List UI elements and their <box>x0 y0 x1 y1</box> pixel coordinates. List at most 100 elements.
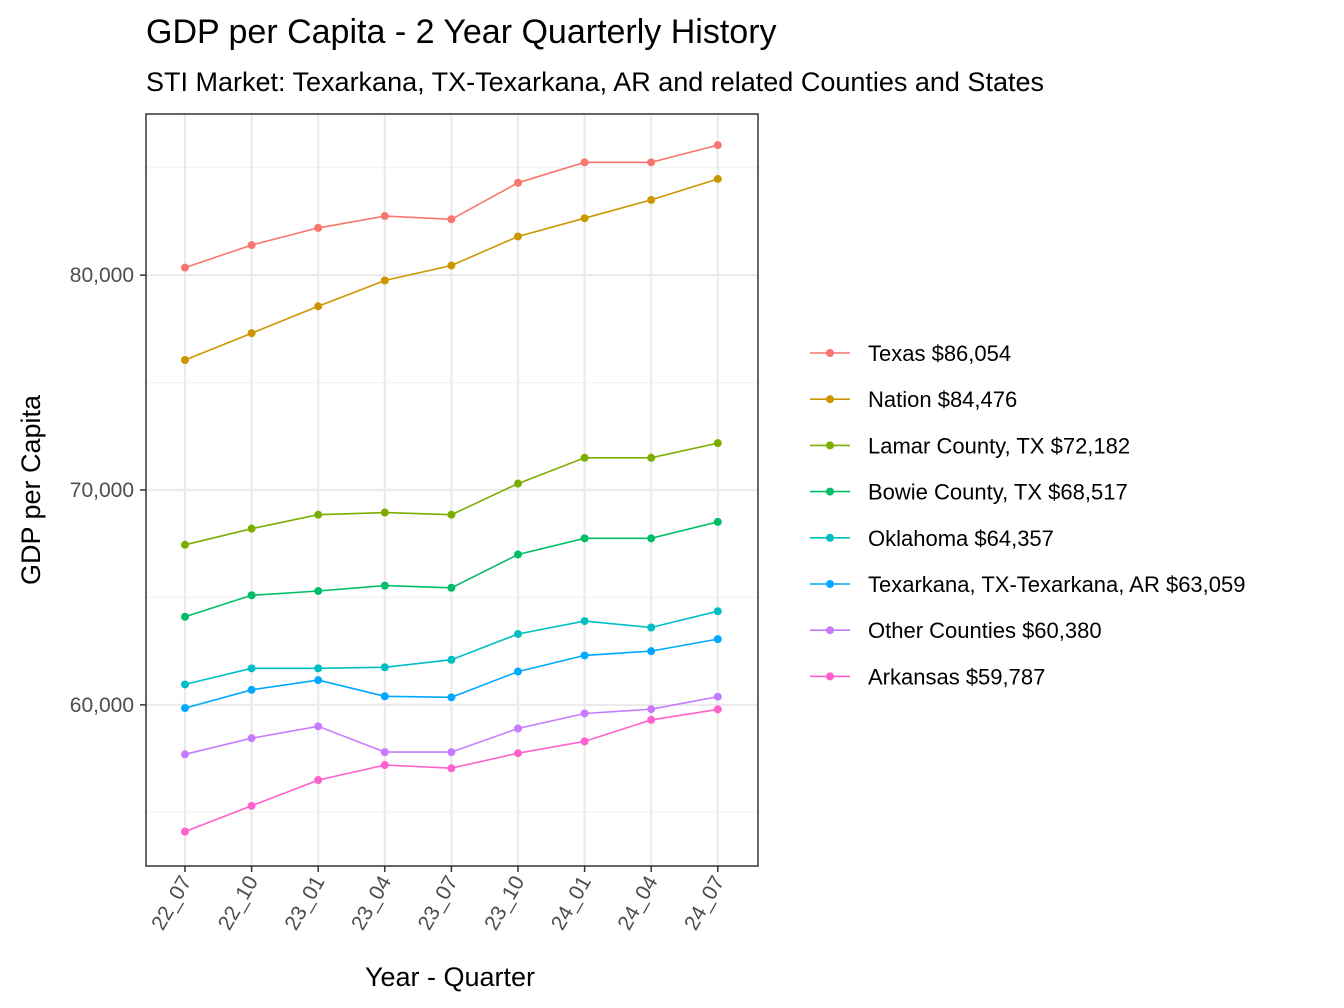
gridlines <box>146 114 758 866</box>
x-tick-label: 22_10 <box>214 872 263 934</box>
data-point <box>380 581 389 590</box>
data-point <box>447 583 456 592</box>
data-point <box>647 705 656 714</box>
legend-label: Texas $86,054 <box>868 341 1011 366</box>
x-tick-label: 23_01 <box>280 872 329 934</box>
x-axis-title: Year - Quarter <box>365 962 535 992</box>
data-point <box>580 737 589 746</box>
data-point <box>713 607 722 616</box>
data-point <box>314 223 323 232</box>
data-point <box>314 586 323 595</box>
legend-key-point <box>826 533 834 542</box>
legend-label: Oklahoma $64,357 <box>868 526 1054 551</box>
series-group <box>181 174 722 365</box>
data-point <box>713 439 722 448</box>
legend-key-point <box>826 672 834 681</box>
data-point <box>380 508 389 517</box>
data-point <box>514 550 522 559</box>
legend-label: Other Counties $60,380 <box>868 618 1102 643</box>
x-tick-label: 24_07 <box>680 872 729 934</box>
legend-item: Lamar County, TX $72,182 <box>810 433 1130 458</box>
data-point <box>181 263 189 272</box>
data-point <box>447 693 456 702</box>
series-group <box>181 635 722 713</box>
data-point <box>713 174 722 183</box>
data-point <box>314 510 323 519</box>
legend-item: Other Counties $60,380 <box>810 618 1102 643</box>
data-point <box>247 685 256 694</box>
legend-item: Texarkana, TX-Texarkana, AR $63,059 <box>810 572 1245 597</box>
x-tick-label: 23_04 <box>347 872 396 934</box>
data-point <box>314 776 323 785</box>
x-tick-label: 24_01 <box>547 872 596 934</box>
legend-item: Nation $84,476 <box>810 387 1017 412</box>
data-point <box>580 158 589 167</box>
data-point <box>514 178 522 187</box>
data-point <box>380 748 389 757</box>
x-tick-label: 23_10 <box>480 872 529 934</box>
x-axis: 22_07 22_10 23_01 23_04 23_07 23_10 24_01 24_04… <box>147 866 729 934</box>
data-point <box>181 540 189 549</box>
legend-key-point <box>826 580 834 588</box>
legend-key-point <box>826 441 834 450</box>
data-point <box>181 704 189 713</box>
data-point <box>713 692 722 701</box>
data-point <box>314 722 323 731</box>
y-axis-title: GDP per Capita <box>16 394 46 585</box>
data-point <box>514 629 522 638</box>
series-lines <box>181 141 722 836</box>
data-point <box>713 141 722 150</box>
legend-item: Oklahoma $64,357 <box>810 526 1054 551</box>
data-point <box>647 715 656 724</box>
data-point <box>514 724 522 733</box>
data-point <box>380 276 389 285</box>
data-point <box>447 215 456 224</box>
data-point <box>247 241 256 250</box>
data-point <box>181 680 189 689</box>
data-point <box>380 212 389 221</box>
data-point <box>247 801 256 810</box>
series-group <box>181 439 722 549</box>
series-group <box>181 141 722 272</box>
legend-label: Bowie County, TX $68,517 <box>868 480 1128 505</box>
data-point <box>647 195 656 204</box>
data-point <box>447 261 456 270</box>
legend: Texas $86,054 Nation $84,476 Lamar County,… <box>810 341 1245 689</box>
y-tick-label: 60,000 <box>70 694 134 717</box>
data-point <box>647 623 656 632</box>
data-point <box>247 734 256 743</box>
y-tick-label: 70,000 <box>70 479 134 502</box>
x-tick-label: 22_07 <box>147 872 196 934</box>
legend-item: Arkansas $59,787 <box>810 664 1045 689</box>
data-point <box>647 453 656 462</box>
data-point <box>580 617 589 626</box>
data-point <box>647 534 656 543</box>
data-point <box>247 329 256 338</box>
data-point <box>380 761 389 770</box>
data-point <box>514 479 522 488</box>
x-tick-label: 24_04 <box>613 872 662 934</box>
legend-item: Bowie County, TX $68,517 <box>810 480 1128 505</box>
series-group <box>181 705 722 836</box>
data-point <box>247 664 256 673</box>
data-point <box>447 748 456 757</box>
legend-key-point <box>826 626 834 635</box>
data-point <box>713 635 722 644</box>
data-point <box>514 232 522 241</box>
data-point <box>580 709 589 718</box>
data-point <box>713 705 722 714</box>
legend-key-point <box>826 487 834 496</box>
data-point <box>713 517 722 526</box>
y-tick-label: 80,000 <box>70 264 134 287</box>
data-point <box>447 655 456 664</box>
x-tick-label: 23_07 <box>414 872 463 934</box>
y-axis: 60,000 70,000 80,000 <box>70 264 146 717</box>
data-point <box>580 214 589 223</box>
data-point <box>580 453 589 462</box>
data-point <box>514 667 522 676</box>
data-point <box>181 750 189 759</box>
legend-label: Texarkana, TX-Texarkana, AR $63,059 <box>868 572 1245 597</box>
chart-title: GDP per Capita - 2 Year Quarterly Histor… <box>146 13 777 51</box>
legend-key-point <box>826 349 834 357</box>
